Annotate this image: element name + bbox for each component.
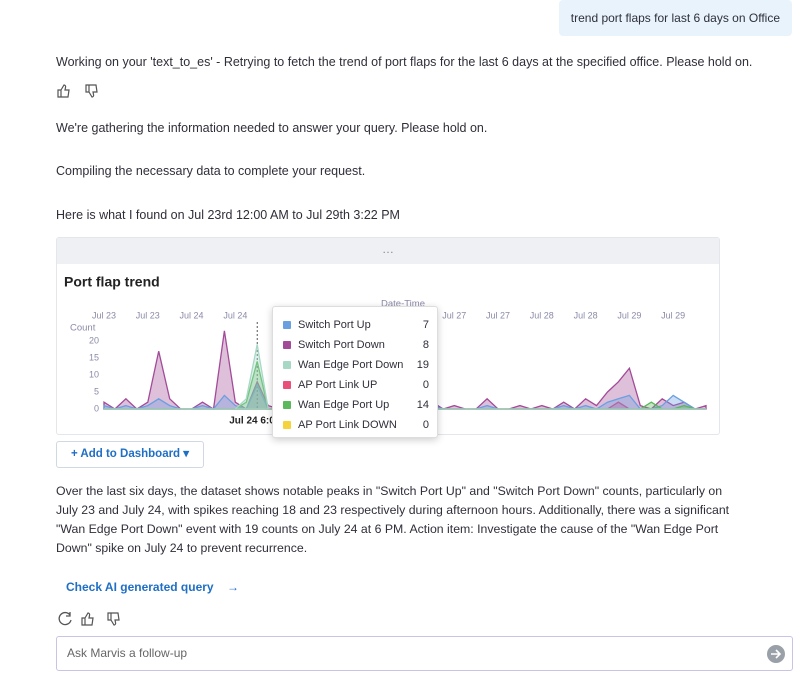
x-axis-title: Date-Time — [381, 299, 425, 310]
tooltip: Switch Port Up 7 Switch Port Down 8 Wan Edge… — [272, 306, 438, 438]
y-tick-label: 5 — [94, 386, 99, 396]
legend-swatch — [283, 341, 291, 349]
bot-message: Here is what I found on Jul 23rd 12:00 A… — [56, 208, 400, 222]
x-tick-label: Jul 27 — [486, 310, 510, 320]
send-button[interactable] — [766, 644, 786, 664]
x-tick-label: Jul 24 — [180, 310, 204, 320]
y-tick-label: 15 — [89, 352, 99, 362]
tooltip-row: AP Port Link UP 0 — [283, 377, 429, 393]
series-value: 14 — [416, 399, 429, 411]
link-label: Check AI generated query — [66, 580, 214, 594]
series-name: Wan Edge Port Up — [298, 399, 390, 411]
x-tick-label: Jul 23 — [136, 310, 160, 320]
crosshair-label: Jul 24 6:0 — [229, 416, 275, 427]
x-tick-label: Jul 23 — [92, 310, 116, 320]
legend-swatch — [283, 381, 291, 389]
tooltip-row: Switch Port Down 8 — [283, 337, 429, 353]
series-name: AP Port Link DOWN — [298, 419, 397, 431]
button-label: + Add to Dashboard — [70, 448, 181, 460]
legend-swatch — [283, 321, 291, 329]
tooltip-row: Wan Edge Port Up 14 — [283, 397, 429, 413]
series-name: AP Port Link UP — [298, 379, 378, 391]
input-placeholder: Ask Marvis a follow-up — [67, 646, 188, 660]
follow-up-input[interactable]: Ask Marvis a follow-up — [56, 636, 793, 671]
action-icons[interactable] — [58, 611, 130, 627]
add-to-dashboard-button[interactable]: + Add to Dashboard ▾ — [56, 441, 204, 468]
series-value: 19 — [416, 359, 429, 371]
feedback-icons[interactable] — [56, 83, 104, 99]
y-axis-title: Count — [70, 323, 96, 334]
x-tick-label: Jul 29 — [617, 310, 641, 320]
query-link[interactable]: Check AI generated query → — [66, 580, 239, 594]
x-tick-label: Jul 27 — [442, 310, 466, 320]
series-name: Switch Port Up — [298, 319, 371, 331]
tooltip-row: Wan Edge Port Down 19 — [283, 357, 429, 373]
bot-message: Working on your 'text_to_es' - Retrying … — [56, 55, 753, 69]
y-tick-label: 20 — [89, 335, 99, 345]
bot-message: We're gathering the information needed t… — [56, 121, 488, 135]
legend-swatch — [283, 361, 291, 369]
x-tick-label: Jul 28 — [574, 310, 598, 320]
series-name: Switch Port Down — [298, 339, 385, 351]
series-value: 8 — [422, 339, 429, 351]
series-name: Wan Edge Port Down — [298, 359, 404, 371]
legend-swatch — [283, 421, 291, 429]
user-message: trend port flaps for last 6 days on Offi… — [558, 0, 792, 36]
y-tick-label: 10 — [89, 369, 99, 379]
legend-swatch — [283, 401, 291, 409]
series-value: 7 — [422, 319, 429, 331]
x-tick-label: Jul 24 — [223, 310, 247, 320]
tooltip-row: Switch Port Up 7 — [283, 317, 429, 333]
x-tick-label: Jul 28 — [530, 310, 554, 320]
bot-message: Compiling the necessary data to complete… — [56, 164, 366, 178]
tooltip-row: AP Port Link DOWN 0 — [283, 417, 429, 433]
card-header[interactable]: … — [57, 238, 719, 264]
chart-title: Port flap trend — [64, 274, 160, 290]
y-tick-label: 0 — [94, 403, 99, 413]
series-value: 0 — [422, 419, 429, 431]
x-tick-label: Jul 29 — [661, 310, 685, 320]
series-value: 0 — [422, 379, 429, 391]
summary: Over the last six days, the dataset show… — [56, 484, 730, 555]
